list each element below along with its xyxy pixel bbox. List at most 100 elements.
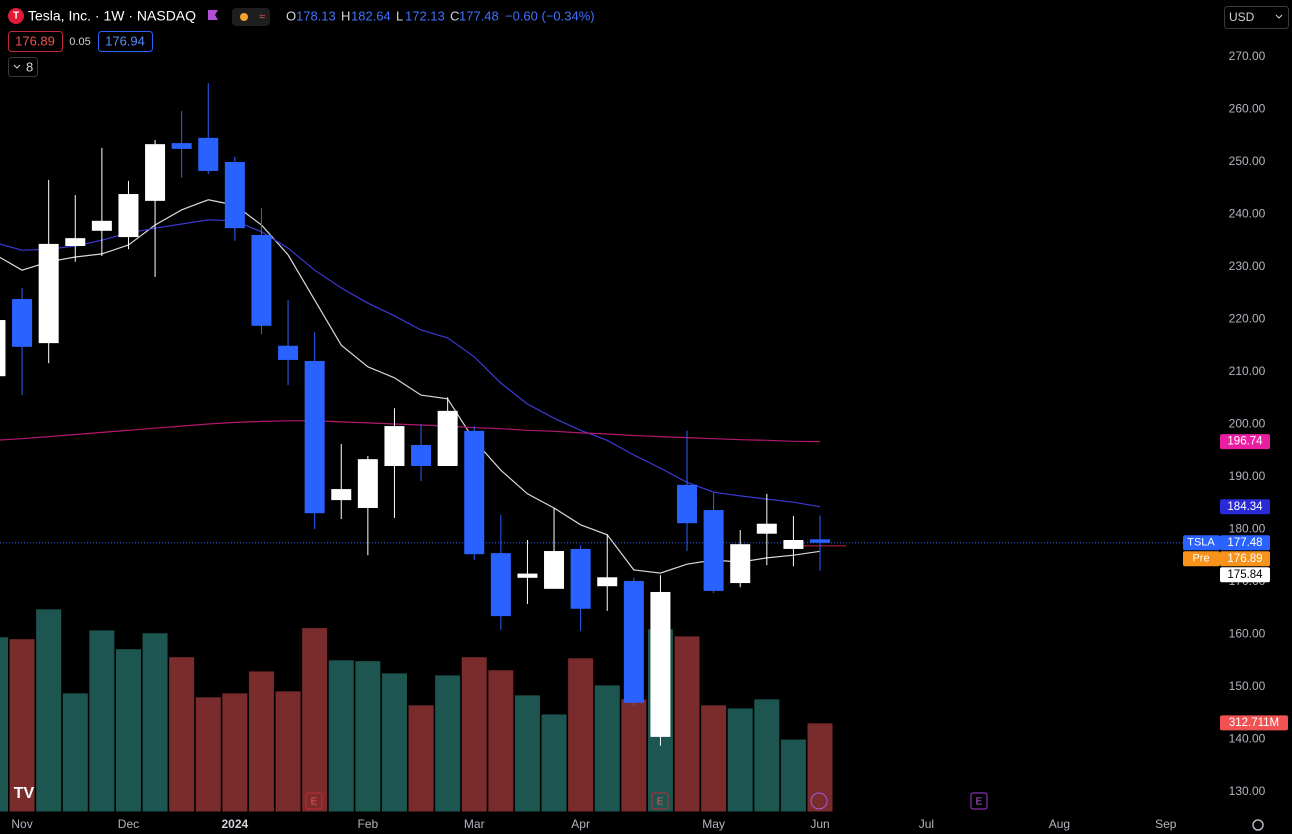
y-tick-label: 220.00: [1229, 312, 1266, 326]
x-tick-label: Nov: [11, 817, 32, 831]
session-icon[interactable]: [232, 8, 270, 26]
candle-body: [304, 360, 325, 514]
x-tick-label: Mar: [464, 817, 485, 831]
x-tick-label: May: [702, 817, 725, 831]
indicator-toggle[interactable]: [8, 57, 38, 77]
volume-bar: [513, 694, 541, 813]
x-tick-label: Aug: [1049, 817, 1070, 831]
ask-box[interactable]: [98, 31, 153, 52]
x-tick-label: Jul: [919, 817, 934, 831]
candle-body: [357, 459, 378, 508]
earnings-icon[interactable]: [305, 792, 323, 810]
y-tick-label: 180.00: [1229, 522, 1266, 536]
y-tick-label: 150.00: [1229, 679, 1266, 693]
volume-bar: [301, 627, 329, 813]
x-tick-label: 2024: [222, 817, 249, 831]
earnings-letter: E: [311, 797, 318, 808]
volume-bar: [8, 638, 36, 813]
earnings-icon[interactable]: [970, 792, 988, 810]
settings-icon[interactable]: [1252, 819, 1264, 831]
candle-body: [0, 320, 6, 377]
candle-body: [756, 523, 777, 534]
sun-icon: [240, 13, 248, 21]
x-tick-label: Sep: [1155, 817, 1177, 831]
ohlc-label: O: [286, 8, 296, 23]
x-tick-label: Jun: [810, 817, 829, 831]
volume-bar: [88, 629, 116, 813]
ohlc-value: 182.64: [351, 8, 391, 23]
dividend-icon[interactable]: [810, 792, 828, 810]
volume-bar: [620, 698, 648, 813]
candle-body: [783, 540, 804, 549]
axis-tag-bg: [1183, 535, 1220, 551]
x-tick-label: Apr: [571, 817, 590, 831]
axis-value-label: 184.34: [1227, 501, 1263, 513]
axis-value-label: 177.48: [1227, 537, 1262, 549]
candle-body: [437, 410, 458, 466]
volume-label: 312.711M: [1229, 717, 1279, 729]
candle-body: [677, 484, 698, 524]
symbol-title: Tesla, Inc. · 1W · NASDAQ: [28, 8, 196, 24]
volume-bar: [673, 635, 701, 813]
candle-body: [464, 430, 485, 555]
axis-tag: TSLA: [1187, 537, 1215, 549]
volume-bar: [327, 659, 355, 813]
candle-body: [118, 194, 139, 238]
candle-body: [544, 551, 565, 589]
y-tick-label: 140.00: [1229, 732, 1266, 746]
volume-bar: [35, 608, 63, 813]
candle-body: [251, 234, 272, 326]
volume-bar: [460, 656, 488, 813]
candle-body: [810, 539, 831, 543]
y-tick-label: 270.00: [1229, 49, 1266, 63]
candle-body: [650, 591, 671, 737]
ohlc-value: 172.13: [405, 8, 445, 23]
spread: 0.05: [69, 36, 90, 48]
axis-tag-bg: [1183, 551, 1220, 567]
volume-bar: [540, 713, 568, 813]
candle-body: [331, 489, 352, 501]
candle-body: [384, 426, 405, 466]
chevron: [13, 64, 21, 69]
axis-label-bg: [1220, 434, 1270, 450]
y-tick-label: 250.00: [1229, 154, 1266, 168]
candle-body: [171, 143, 192, 149]
candle-body: [145, 144, 166, 201]
y-tick-label: 200.00: [1229, 417, 1266, 431]
moving-average: [0, 199, 821, 574]
axis-value-label: 175.84: [1227, 569, 1263, 581]
volume-bar: [0, 636, 9, 813]
earnings-markers: E E E: [305, 792, 988, 810]
volume-bar: [141, 632, 169, 813]
axis-label-bg: [1220, 567, 1270, 583]
volume-bar: [567, 657, 595, 813]
volume-bar: [779, 738, 807, 813]
logo: [8, 8, 24, 24]
candle-body: [703, 510, 724, 591]
volume-bar: [194, 696, 222, 813]
candle-body: [490, 553, 511, 617]
axis-label-bg: [1220, 499, 1270, 515]
flag-icon[interactable]: [208, 10, 218, 20]
volume-bar: [274, 690, 302, 813]
volume-bar: [434, 674, 462, 813]
candle-body: [278, 345, 299, 360]
ohlc-value: 177.48: [459, 8, 499, 23]
volume-bar: [726, 707, 754, 813]
volume-bar: [487, 669, 515, 813]
volume-bar: [247, 670, 275, 813]
candle-body: [517, 573, 538, 578]
wave-icon: ≈: [259, 11, 265, 23]
y-tick-label: 260.00: [1229, 102, 1266, 116]
currency-select[interactable]: [1224, 6, 1289, 29]
axis-label-bg: [1220, 551, 1270, 567]
bid-box[interactable]: [8, 31, 63, 52]
earnings-icon[interactable]: [651, 792, 669, 810]
y-tick-label: 240.00: [1229, 207, 1266, 221]
candle-body: [623, 580, 644, 703]
tv-logo[interactable]: TV: [14, 785, 35, 802]
axis-value-label: 196.74: [1227, 436, 1263, 448]
candle-body: [38, 243, 59, 344]
